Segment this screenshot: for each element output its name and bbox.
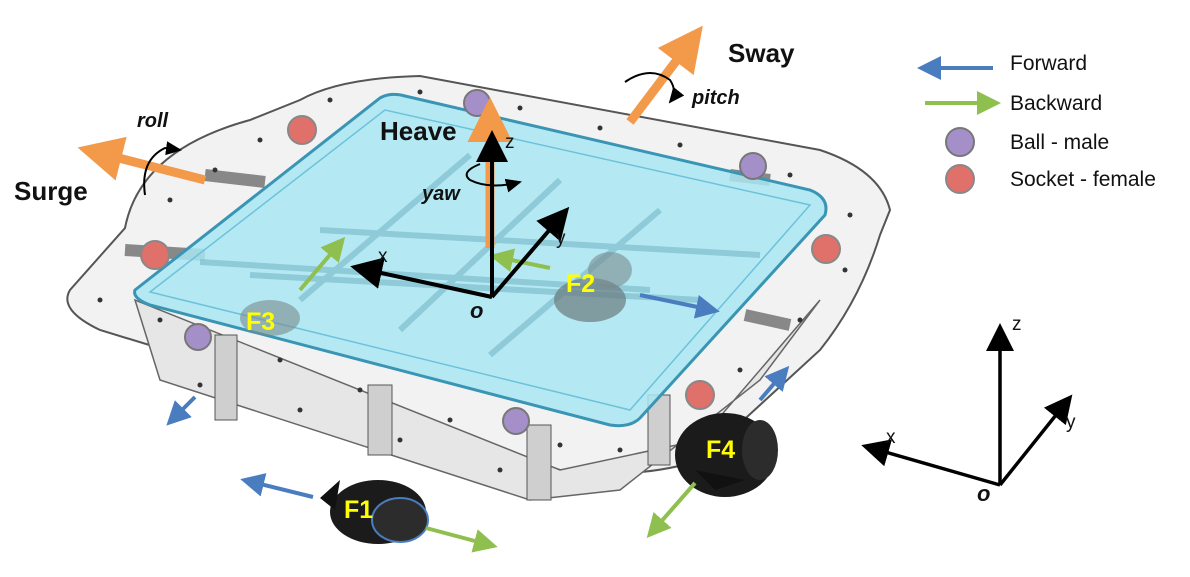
body-axis-x	[350, 257, 493, 299]
thruster-f4	[675, 413, 778, 497]
world-origin-label: o	[977, 481, 990, 506]
socket-markers	[140, 115, 841, 410]
body-origin-label: o	[470, 298, 483, 323]
socket-marker	[287, 115, 317, 145]
backward-arrow-f4	[646, 481, 697, 539]
thruster-f2-label: F2	[566, 270, 595, 298]
sway-label: Sway	[728, 38, 795, 68]
sway-arrow	[626, 25, 703, 125]
legend-socket-label: Socket - female	[1010, 168, 1156, 191]
body-axis-y	[490, 206, 570, 299]
pitch-curl	[624, 72, 685, 104]
world-axis-y	[998, 394, 1073, 487]
body-axes: x y z o	[350, 130, 570, 323]
legend: Forward Backward Ball - male Socket - fe…	[917, 52, 1156, 194]
leg-front	[367, 384, 393, 456]
forward-arrow-f4	[758, 365, 790, 402]
pitch-label: pitch	[691, 87, 740, 109]
heave-label: Heave	[380, 116, 457, 146]
surge-arrow	[77, 136, 207, 185]
body-axis-z-label: z	[505, 132, 515, 153]
thruster-f4-label: F4	[706, 436, 735, 464]
world-axis-y-label: y	[1066, 412, 1076, 433]
thruster-f2	[554, 252, 632, 322]
surge-label: Surge	[14, 176, 88, 206]
backward-arrow-f3	[298, 236, 346, 292]
body-axis-y-label: y	[556, 228, 566, 249]
forward-arrow-f1	[240, 473, 314, 499]
world-axes: x y z o	[861, 314, 1076, 506]
thruster-f3-label: F3	[246, 308, 275, 336]
socket-marker	[140, 240, 170, 270]
legend-socket-swatch	[945, 164, 975, 194]
forward-arrow-f2	[639, 293, 720, 319]
thruster-f1-label: F1	[344, 496, 373, 524]
world-axis-z-label: z	[1012, 314, 1022, 335]
legend-forward-label: Forward	[1010, 52, 1087, 75]
yaw-curl	[465, 163, 522, 193]
frame	[66, 74, 892, 501]
legend-backward-label: Backward	[1010, 92, 1102, 115]
yaw-label: yaw	[421, 183, 461, 205]
legend-ball-label: Ball - male	[1010, 131, 1109, 154]
ball-marker	[184, 323, 212, 351]
backward-arrow-f1	[425, 526, 498, 553]
legend-ball-swatch	[945, 127, 975, 157]
rivets	[97, 89, 853, 473]
world-axis-x-label: x	[886, 427, 896, 448]
body-axis-x-label: x	[378, 246, 388, 267]
ball-marker	[739, 152, 767, 180]
world-axis-x	[861, 439, 1001, 487]
roll-curl	[143, 141, 182, 196]
thruster-f3	[240, 300, 300, 336]
hull-lower	[133, 298, 821, 501]
water-tank	[133, 92, 828, 428]
socket-marker	[685, 380, 715, 410]
forward-arrow-f3	[166, 395, 197, 426]
leg-front-right	[526, 424, 552, 501]
ball-marker	[502, 407, 530, 435]
leg-left	[214, 334, 238, 421]
ball-marker	[463, 89, 491, 117]
roll-label: roll	[137, 110, 169, 132]
thruster-f1	[320, 480, 429, 544]
socket-marker	[811, 234, 841, 264]
